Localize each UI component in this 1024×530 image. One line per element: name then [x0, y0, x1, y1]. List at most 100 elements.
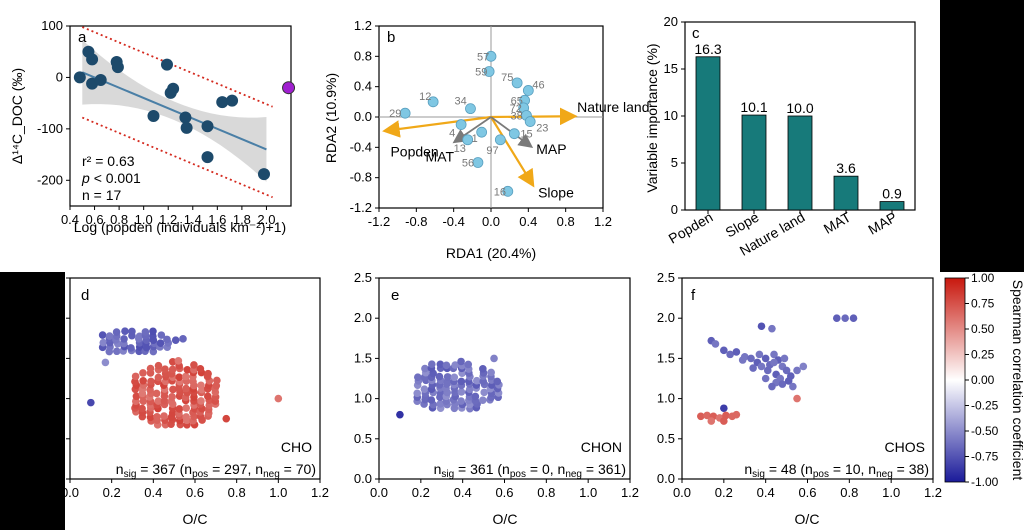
y-tick-label: 2.5 — [354, 270, 372, 285]
compound-point — [190, 361, 198, 369]
compound-point — [147, 377, 155, 386]
y-tick-label: 0.5 — [657, 431, 675, 446]
site-label: 57 — [477, 51, 489, 63]
x-tick-label: 0.2 — [412, 485, 430, 500]
compound-point — [443, 373, 452, 381]
arrow-label: MAT — [426, 148, 455, 164]
x-tick-label: 0.0 — [61, 485, 79, 500]
compound-point — [428, 360, 436, 368]
site-point — [472, 157, 484, 168]
p-symbol: p — [81, 170, 90, 186]
x-tick-label: 0.4 — [61, 212, 79, 227]
x-tick-label: 0.6 — [186, 485, 204, 500]
panel-d-xlabel: O/C — [183, 511, 208, 527]
data-point — [86, 53, 99, 66]
y-tick-label: 2.5 — [45, 270, 63, 285]
x-tick-label: 0.4 — [519, 214, 537, 229]
x-tick-label: 0.4 — [144, 485, 162, 500]
y-tick-label: 5 — [671, 155, 678, 170]
panel-e: 0.0 0.2 0.4 0.6 0.8 1.0 1.20.00.51.01.52.02.5 … — [354, 270, 639, 527]
y-tick-label: 1.0 — [45, 391, 63, 406]
compound-point — [98, 331, 107, 339]
compound-point — [135, 332, 144, 341]
x-tick-label: 1.8 — [233, 212, 251, 227]
compound-point — [154, 361, 163, 370]
compound-point — [451, 361, 459, 369]
panel-b: -1.2 -0.8 -0.4 0.0 0.4 0.8 1.2 1.2 0.8 0.4 0.0 -0.4… — [323, 18, 650, 261]
compound-point — [131, 372, 140, 381]
compound-point — [168, 358, 177, 366]
compound-point — [157, 331, 166, 339]
x-tick-label: 0.8 — [110, 212, 128, 227]
colorbar-tick-label: 1.00 — [971, 271, 995, 285]
arrow-label: MAP — [536, 141, 566, 157]
compound-point — [152, 389, 161, 398]
site-label: 38 — [510, 110, 522, 122]
site-point — [427, 96, 439, 108]
colorbar-tick-label: -0.25 — [971, 399, 999, 413]
compound-point — [168, 393, 176, 401]
compound-point — [112, 328, 121, 336]
compound-point — [435, 372, 444, 381]
panel-f-xlabel: O/C — [795, 511, 820, 527]
bar-value-label: 0.9 — [882, 186, 902, 202]
compound-point — [156, 339, 165, 348]
outlier-point — [282, 81, 296, 95]
y-tick-label: 1.2 — [354, 18, 372, 33]
compound-point — [789, 382, 797, 391]
arrow-popden — [382, 115, 492, 138]
compound-point — [132, 392, 141, 401]
y-tick-label: 10 — [664, 108, 678, 123]
compound-point — [274, 394, 283, 403]
lower-prediction-line — [81, 116, 273, 199]
compound-point — [101, 358, 110, 367]
n-sig: 361 — [470, 461, 494, 477]
site-label: 4 — [449, 128, 455, 140]
compound-point — [179, 335, 187, 343]
colorbar-label: Spearman correlation coefficient — [1010, 280, 1024, 481]
upper-prediction-line — [81, 26, 273, 108]
compound-point — [204, 392, 212, 401]
arrow-slope — [490, 116, 535, 188]
fit-line — [81, 71, 267, 151]
site-label: 1 — [472, 133, 478, 145]
panel-a-frame — [69, 25, 292, 207]
x-tick-label: 0.2 — [103, 485, 121, 500]
panel-f-letter: f — [691, 287, 696, 304]
colorbar-ticks: 1.00 0.75 0.50 0.25 0.00 -0.25 -0.50 -0.75 -1.00 — [965, 271, 999, 489]
x-tick-label: 0.6 — [798, 485, 816, 500]
panel-d-ticks: 0.0 0.2 0.4 0.6 0.8 1.0 1.2 0.0 0.5 1.0 1.5 2.0 2.5 — [45, 270, 329, 500]
x-tick-label: 0.8 — [557, 214, 575, 229]
compound-point — [174, 357, 183, 365]
panel-c-ticks: 0 5 10 15 20 — [664, 14, 685, 217]
site-label: 34 — [454, 96, 466, 108]
y-tick-label: 20 — [664, 14, 678, 29]
panel-d-ylabel: H/C — [13, 366, 29, 390]
compound-point — [471, 392, 480, 401]
panel-a-p: p < 0.001 — [81, 170, 141, 186]
x-tick-label: 1.2 — [621, 485, 639, 500]
panel-e-stats: nsig = 361 (npos = 0, nneg = 361) — [434, 461, 626, 480]
compound-point — [768, 324, 776, 333]
site-label: 15 — [520, 129, 532, 141]
data-point — [201, 120, 214, 133]
compound-point — [160, 412, 168, 420]
colorbar: 1.00 0.75 0.50 0.25 0.00 -0.25 -0.50 -0.75 -1.00… — [944, 271, 1024, 489]
site-label: 59 — [475, 67, 487, 79]
n-neg: 361 — [598, 461, 622, 477]
compound-point — [169, 385, 177, 394]
x-tick-label: 1.0 — [269, 485, 287, 500]
panel-a-n: n = 17 — [82, 187, 122, 203]
site-point — [502, 185, 514, 197]
compound-point — [457, 388, 466, 396]
compound-point — [163, 335, 171, 344]
y-tick-label: 100 — [41, 18, 63, 33]
x-tick-label: 0.8 — [840, 485, 858, 500]
panel-f-ticks: 0.0 0.2 0.4 0.6 0.8 1.0 1.2 0.0 0.5 1.0 1.5 2.0 2.5 — [657, 270, 942, 500]
x-tick-label: 0.6 — [495, 485, 513, 500]
compound-point — [197, 381, 205, 390]
compound-point — [768, 382, 776, 391]
right-black-margin — [940, 0, 1024, 272]
